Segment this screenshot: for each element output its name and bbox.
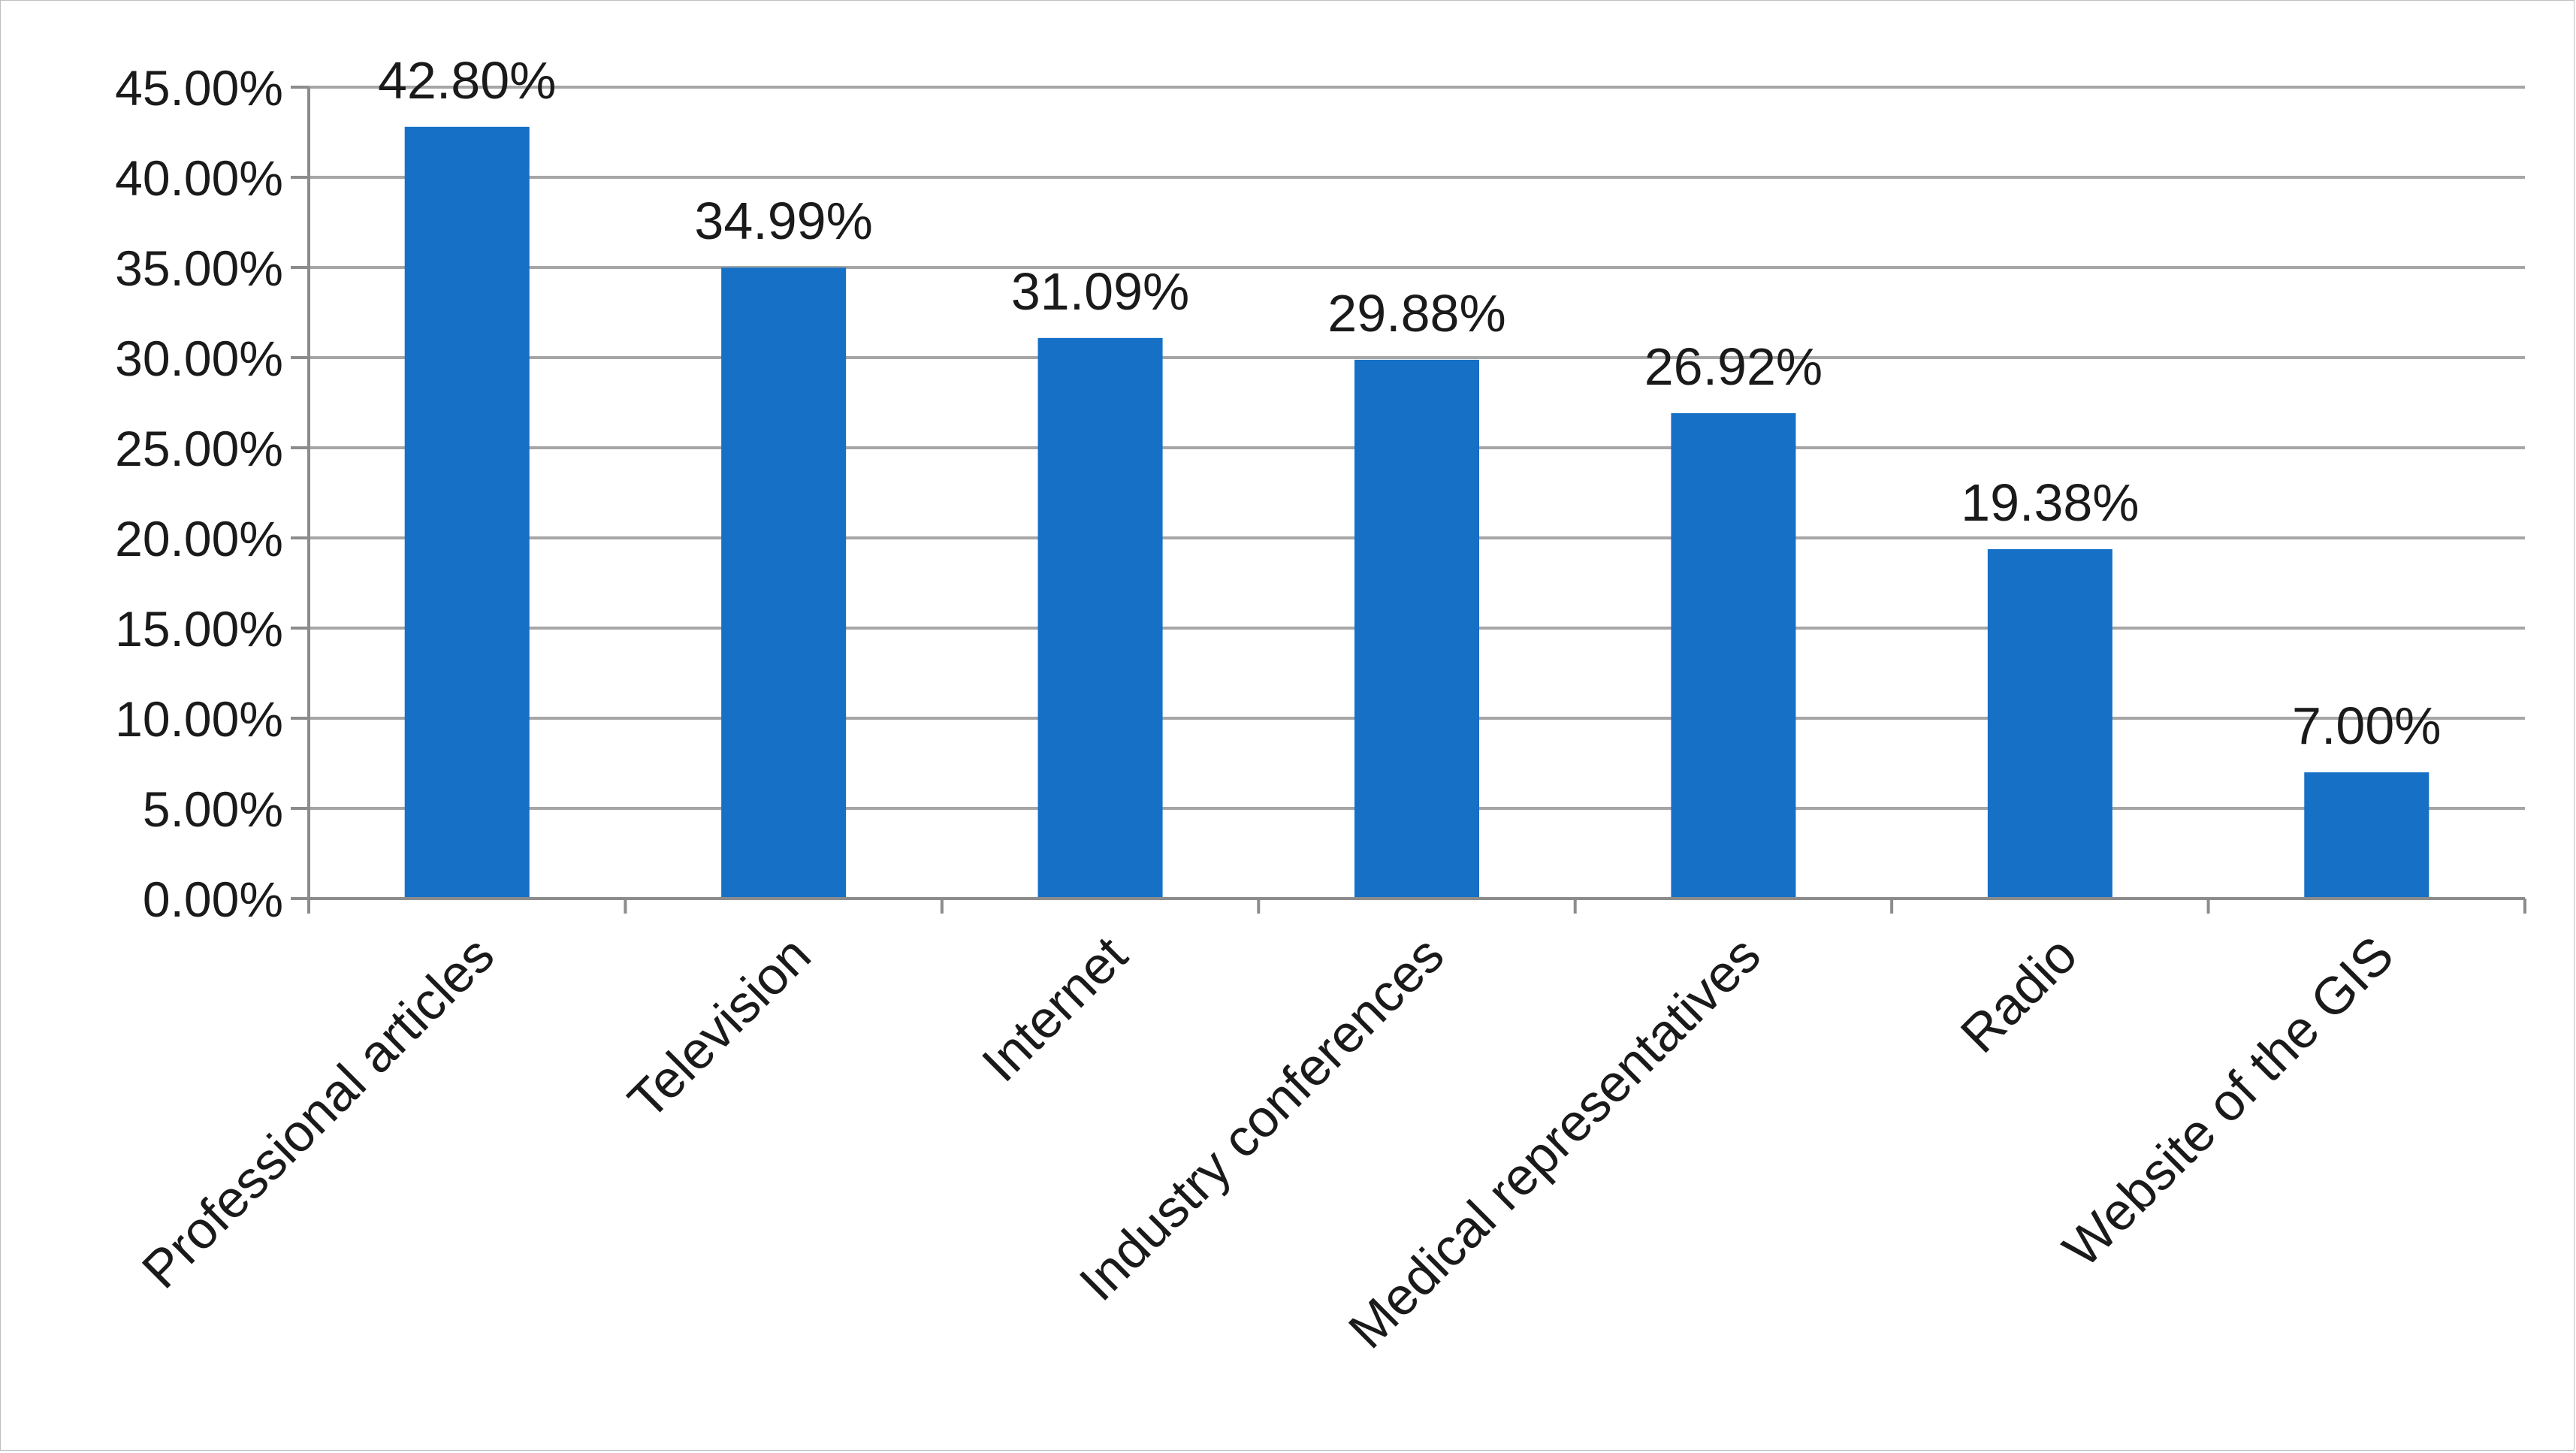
axes: [291, 86, 2526, 914]
y-tick-label: 10.00%: [115, 691, 283, 747]
y-tick-label: 5.00%: [143, 781, 283, 837]
data-label: 26.92%: [1644, 337, 1823, 396]
bars: [404, 126, 2430, 899]
bar: [2304, 772, 2430, 899]
y-tick-labels: 0.00% 5.00% 10.00% 15.00% 20.00% 25.00% 30.00%…: [115, 60, 283, 927]
data-label: 42.80%: [378, 51, 556, 110]
data-label: 7.00%: [2292, 696, 2441, 755]
data-label: 29.88%: [1327, 284, 1505, 343]
bar: [1987, 548, 2112, 899]
bar: [404, 126, 530, 899]
category-label: Television: [617, 925, 822, 1130]
y-tick-label: 45.00%: [115, 60, 283, 116]
y-tick-label: 15.00%: [115, 601, 283, 657]
y-tick-label: 0.00%: [143, 871, 283, 927]
y-tick-label: 30.00%: [115, 331, 283, 386]
category-labels: Professional articles Television InternetI…: [131, 925, 2405, 1359]
data-label: 19.38%: [1961, 473, 2139, 532]
category-label: Professional articles: [131, 925, 505, 1299]
y-tick-label: 35.00%: [115, 240, 283, 296]
y-tick-label: 25.00%: [115, 421, 283, 476]
data-labels: 42.80% 34.99% 31.09% 29.88% 26.92% 19.38% 7.00…: [378, 51, 2442, 755]
y-tick-label: 20.00%: [115, 511, 283, 566]
bar: [721, 267, 847, 899]
category-label: Website of the GIS: [2052, 925, 2405, 1278]
category-label: Industry conferences: [1068, 925, 1455, 1312]
bar: [1037, 337, 1163, 899]
y-tick-label: 40.00%: [115, 150, 283, 206]
data-label: 34.99%: [694, 192, 872, 250]
category-label: Radio: [1949, 925, 2088, 1063]
bar: [1354, 359, 1479, 899]
bar: [1671, 412, 1796, 899]
data-label: 31.09%: [1011, 262, 1189, 321]
category-label: Internet: [971, 925, 1138, 1092]
